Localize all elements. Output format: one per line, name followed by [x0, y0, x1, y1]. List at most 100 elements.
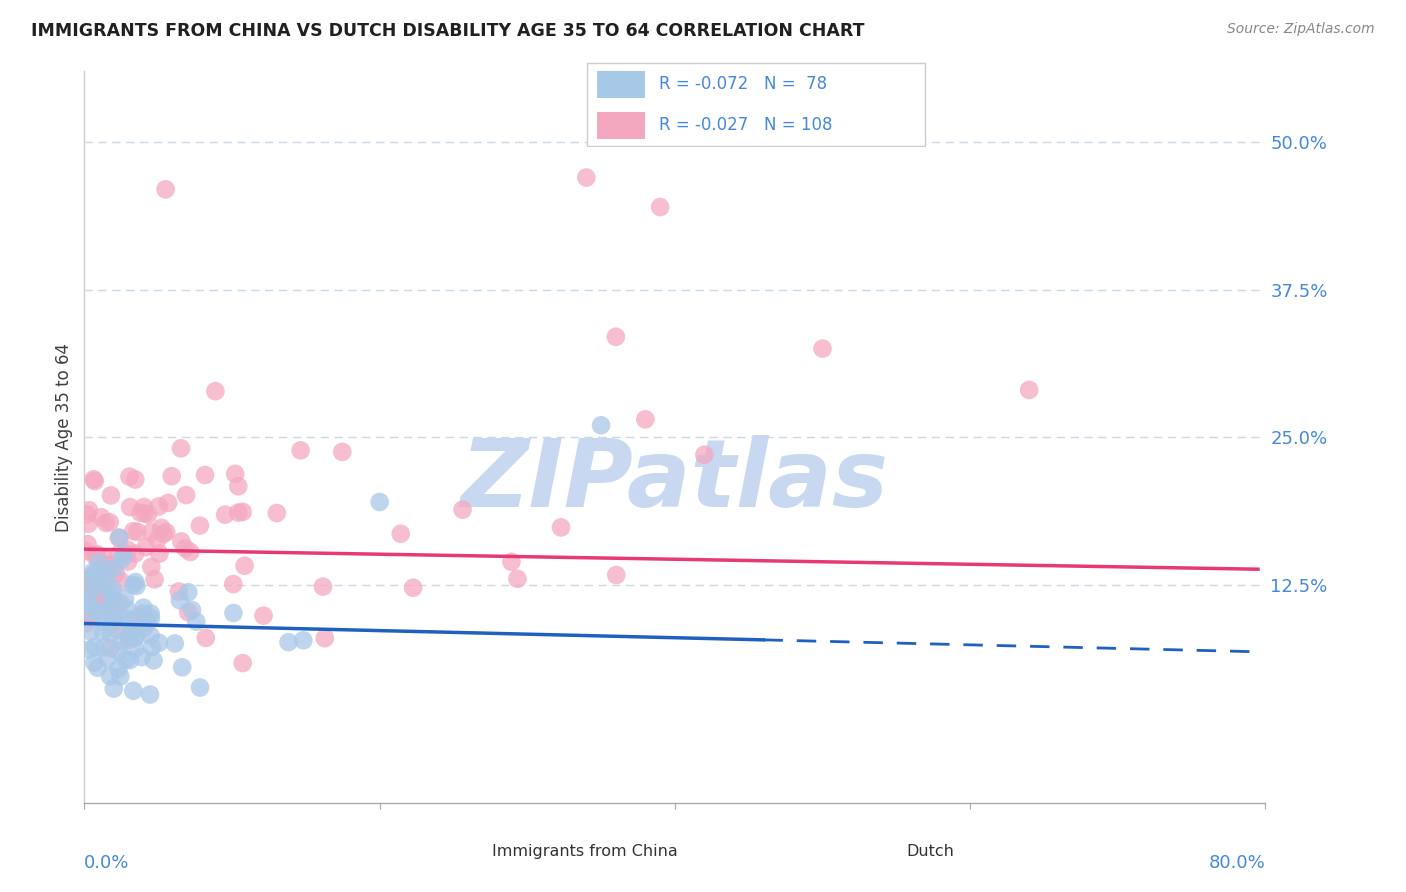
- Point: [232, 656, 254, 670]
- Point: [177, 585, 200, 599]
- Point: [105, 566, 128, 581]
- Point: [224, 467, 246, 481]
- Point: [93, 640, 115, 655]
- Point: [86, 591, 108, 605]
- Point: [146, 533, 169, 547]
- Point: [124, 473, 146, 487]
- Point: [155, 182, 177, 196]
- Point: [120, 500, 142, 514]
- Point: [148, 636, 170, 650]
- Point: [83, 472, 105, 486]
- Bar: [598, 71, 645, 98]
- Point: [186, 615, 208, 629]
- Point: [132, 500, 155, 514]
- Point: [80, 574, 103, 589]
- Point: [83, 576, 105, 591]
- Text: Dutch: Dutch: [907, 845, 955, 859]
- Point: [143, 572, 166, 586]
- Point: [98, 669, 121, 683]
- Point: [131, 607, 153, 621]
- Point: [591, 418, 613, 433]
- Point: [94, 563, 117, 577]
- Point: [76, 589, 98, 603]
- Point: [170, 442, 193, 456]
- Text: ZIPatlas: ZIPatlas: [461, 435, 889, 527]
- Point: [103, 592, 125, 607]
- Point: [129, 506, 152, 520]
- Point: [132, 621, 155, 635]
- Point: [136, 615, 159, 630]
- Point: [179, 545, 201, 559]
- Point: [114, 546, 136, 560]
- Point: [122, 524, 145, 538]
- Point: [506, 572, 529, 586]
- Point: [83, 585, 105, 599]
- Point: [312, 580, 335, 594]
- Point: [142, 653, 165, 667]
- Point: [83, 640, 105, 654]
- Point: [89, 607, 111, 621]
- Point: [76, 597, 98, 611]
- Point: [155, 525, 177, 540]
- Point: [124, 641, 146, 656]
- Point: [86, 547, 108, 561]
- Point: [98, 558, 121, 572]
- Point: [204, 384, 226, 399]
- Point: [177, 605, 200, 619]
- Point: [292, 633, 315, 648]
- Point: [107, 662, 129, 676]
- Point: [124, 631, 146, 645]
- Point: [108, 531, 131, 545]
- Point: [86, 577, 108, 591]
- Point: [148, 547, 170, 561]
- Point: [141, 525, 163, 540]
- Point: [107, 623, 129, 637]
- Point: [163, 636, 186, 650]
- Point: [139, 628, 162, 642]
- Point: [110, 574, 132, 589]
- Point: [368, 495, 391, 509]
- Point: [188, 681, 211, 695]
- Point: [194, 631, 217, 645]
- Point: [1018, 383, 1040, 397]
- Point: [93, 582, 115, 596]
- Point: [112, 548, 135, 562]
- Point: [170, 534, 193, 549]
- Point: [451, 502, 474, 516]
- Point: [134, 507, 156, 521]
- Point: [93, 552, 115, 566]
- Point: [389, 526, 412, 541]
- Point: [117, 628, 139, 642]
- Point: [118, 653, 141, 667]
- Point: [214, 508, 236, 522]
- Point: [118, 632, 141, 647]
- Point: [169, 593, 191, 607]
- Point: [148, 500, 170, 514]
- Point: [122, 578, 145, 592]
- Point: [266, 506, 288, 520]
- Point: [83, 656, 105, 670]
- Point: [160, 469, 183, 483]
- Point: [83, 474, 105, 488]
- Point: [93, 602, 115, 616]
- Point: [79, 594, 101, 608]
- Point: [277, 635, 299, 649]
- Point: [233, 558, 256, 573]
- Point: [605, 568, 627, 582]
- Point: [91, 603, 114, 617]
- Point: [501, 555, 523, 569]
- Point: [75, 544, 97, 558]
- Point: [101, 617, 124, 632]
- Text: 0.0%: 0.0%: [84, 854, 129, 872]
- Point: [80, 624, 103, 639]
- Point: [121, 613, 143, 627]
- Point: [290, 443, 312, 458]
- Point: [132, 600, 155, 615]
- Point: [124, 547, 146, 561]
- Point: [314, 631, 336, 645]
- Point: [87, 661, 110, 675]
- Point: [125, 630, 148, 644]
- Text: IMMIGRANTS FROM CHINA VS DUTCH DISABILITY AGE 35 TO 64 CORRELATION CHART: IMMIGRANTS FROM CHINA VS DUTCH DISABILIT…: [31, 22, 865, 40]
- Point: [77, 516, 100, 531]
- Point: [110, 669, 132, 683]
